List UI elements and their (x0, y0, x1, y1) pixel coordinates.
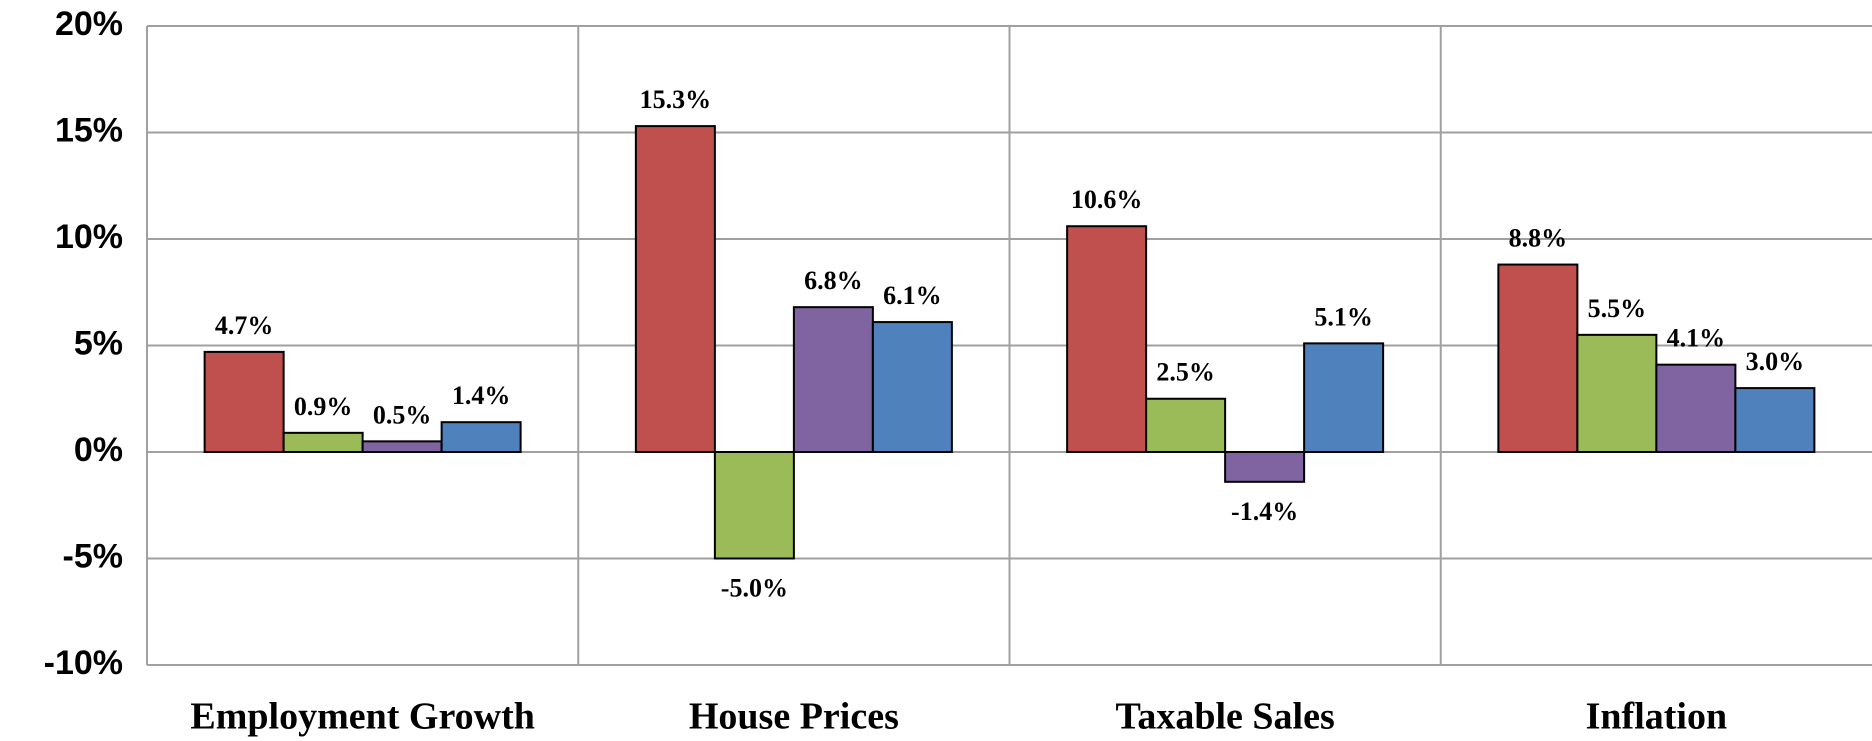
bar (1224, 451, 1306, 483)
bar (1303, 342, 1385, 453)
value-label: 4.7% (215, 311, 274, 340)
value-label: 4.1% (1667, 324, 1726, 353)
value-label: 5.5% (1588, 294, 1647, 323)
value-label: 10.6% (1071, 185, 1143, 214)
bar (440, 421, 522, 453)
x-tick-label: Inflation (1586, 696, 1727, 738)
bar (792, 306, 874, 453)
bar (282, 431, 364, 453)
bar (361, 440, 443, 454)
bar (203, 350, 285, 454)
y-tick-label: 10% (55, 218, 123, 256)
y-tick-label: 15% (55, 111, 123, 149)
value-label: 2.5% (1156, 358, 1215, 387)
value-label: 3.0% (1746, 347, 1805, 376)
y-tick-label: -10% (44, 644, 123, 682)
x-tick-label: Taxable Sales (1115, 696, 1334, 738)
value-label: 0.5% (373, 400, 432, 429)
bar (1655, 363, 1737, 454)
bar (871, 321, 953, 453)
value-label: 0.9% (294, 392, 353, 421)
bar (713, 451, 795, 560)
bar (634, 125, 716, 454)
bar (1497, 263, 1579, 453)
value-label: 15.3% (640, 85, 712, 114)
x-tick-label: House Prices (689, 696, 899, 738)
bar (1576, 333, 1658, 454)
value-label: -5.0% (721, 573, 788, 602)
bar (1145, 397, 1227, 453)
y-tick-label: 0% (74, 431, 123, 469)
value-label: 1.4% (452, 381, 511, 410)
bar (1734, 387, 1816, 454)
value-label: -1.4% (1231, 497, 1298, 526)
value-label: 6.1% (883, 281, 942, 310)
y-tick-label: 20% (55, 5, 123, 43)
y-tick-label: -5% (63, 537, 123, 575)
value-label: 5.1% (1314, 302, 1373, 331)
y-tick-label: 5% (74, 324, 123, 362)
bar (1066, 225, 1148, 453)
value-label: 8.8% (1509, 224, 1568, 253)
x-tick-label: Employment Growth (190, 696, 534, 738)
value-label: 6.8% (804, 266, 863, 295)
